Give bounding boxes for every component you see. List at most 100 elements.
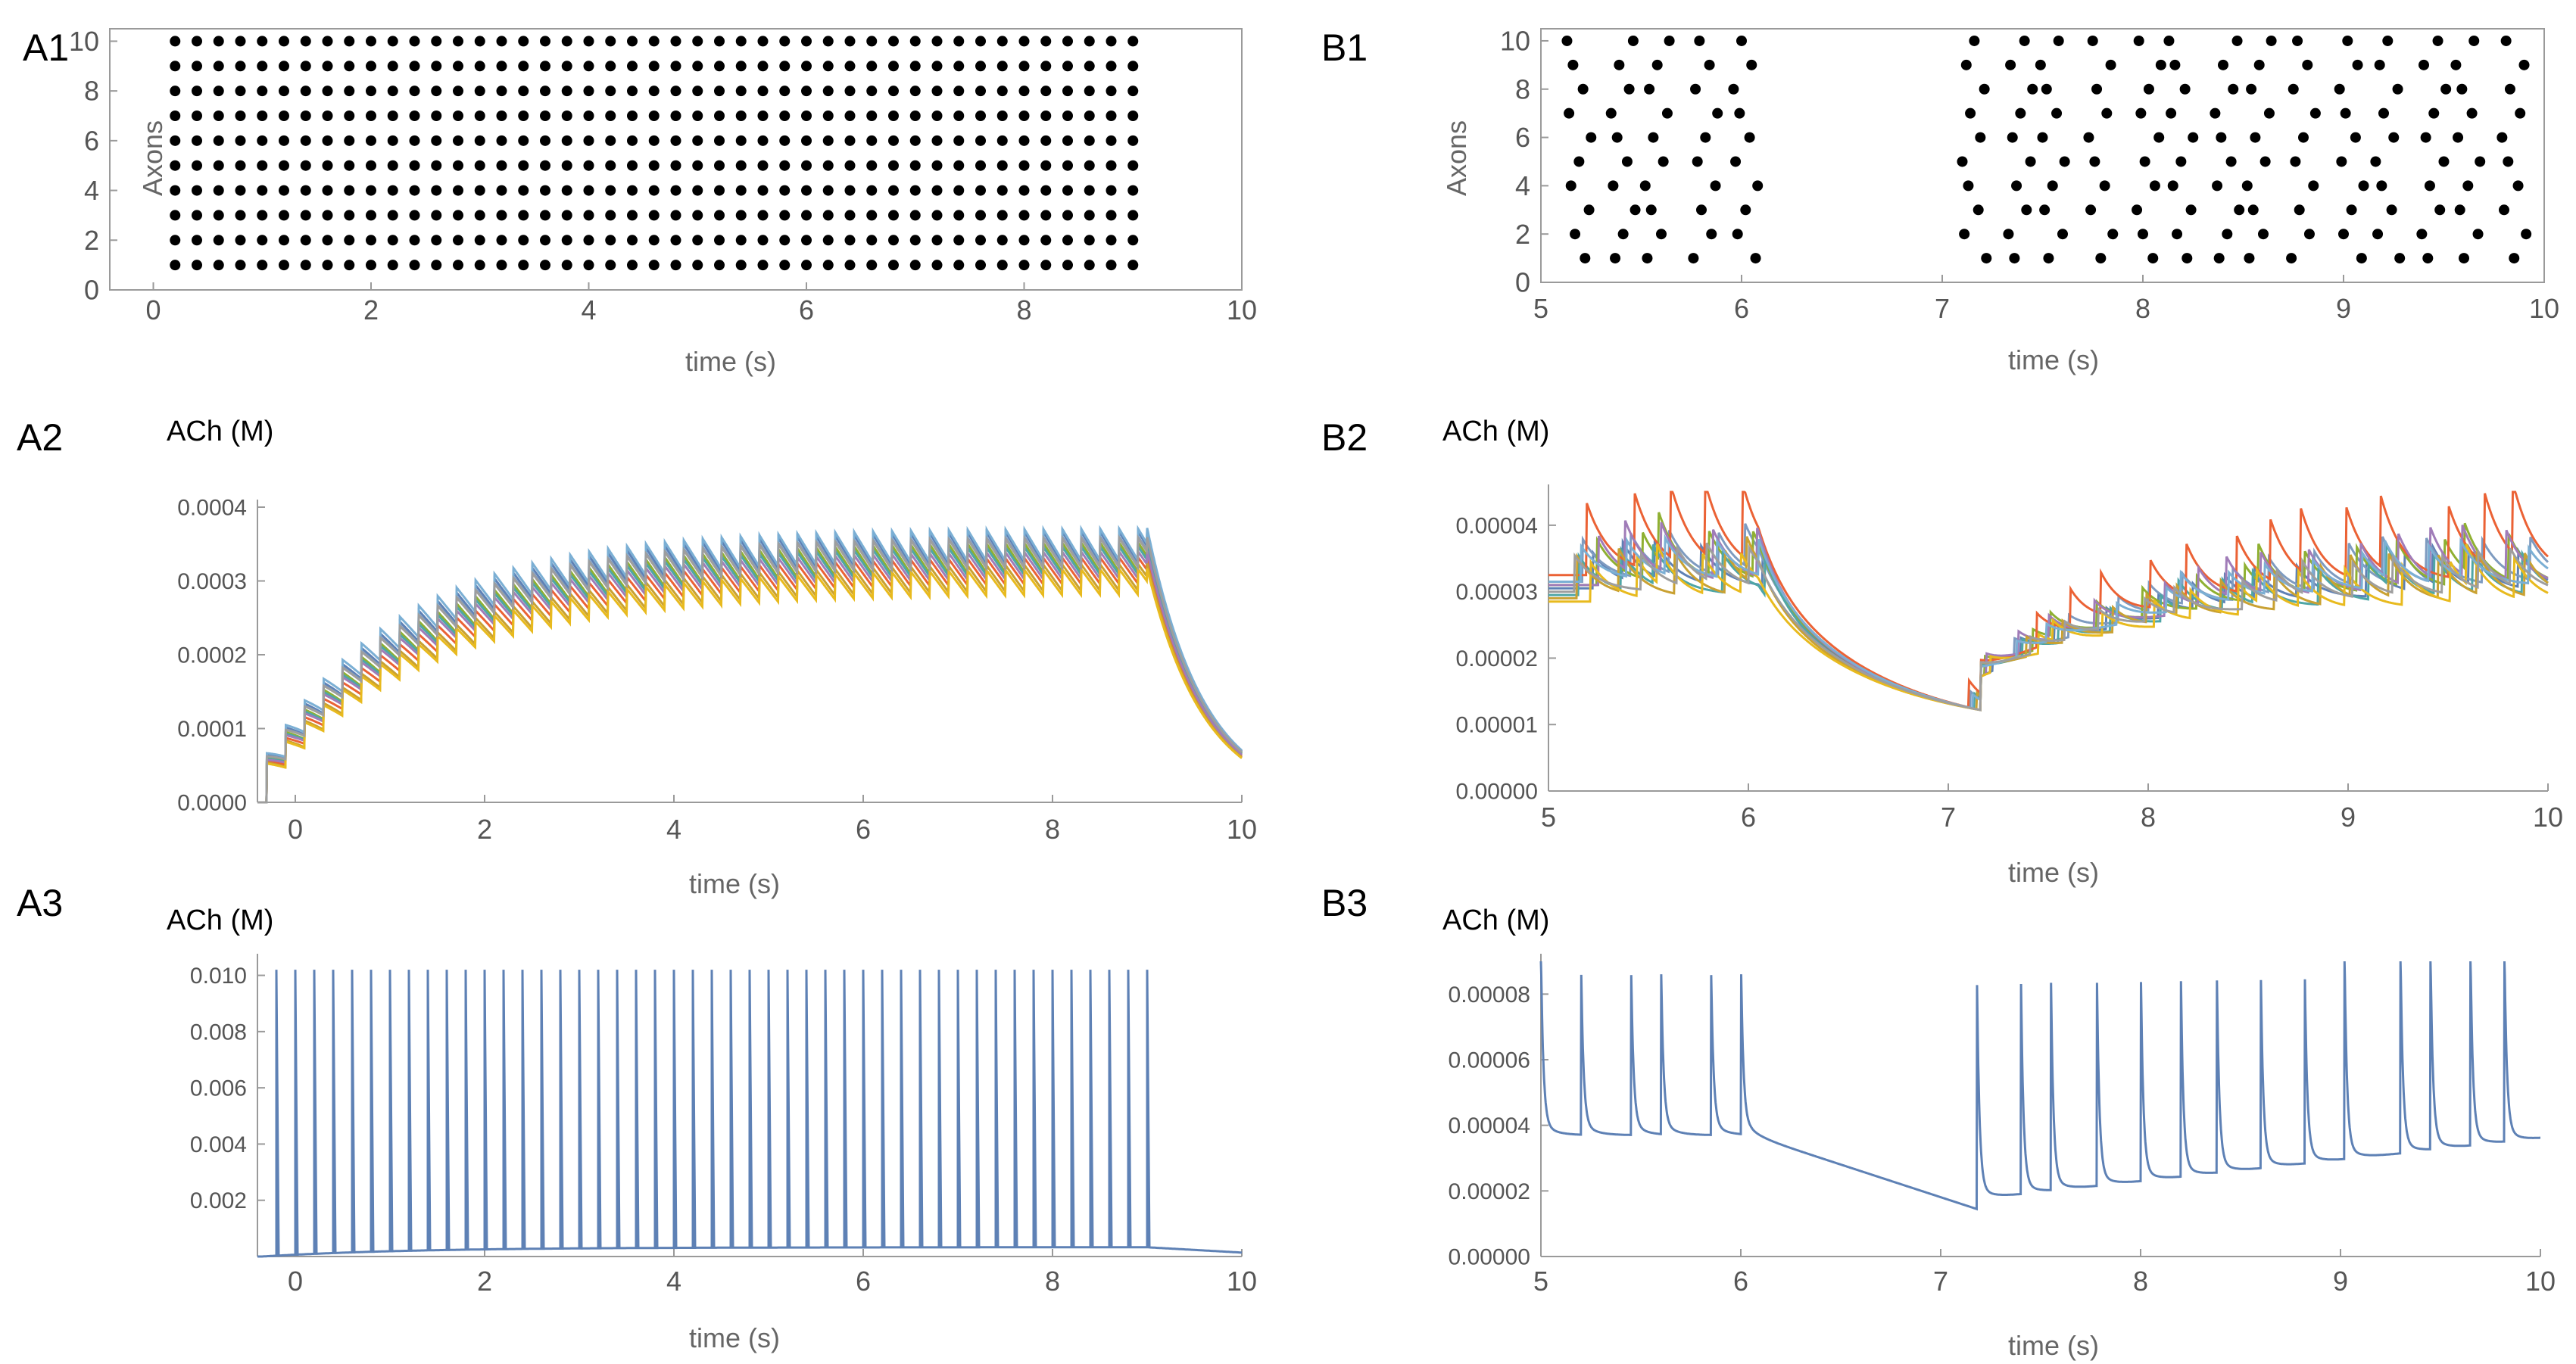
spike-dot: [387, 111, 398, 121]
spike-dot: [561, 36, 572, 47]
spike-dot: [844, 135, 856, 146]
spike-dot: [561, 185, 572, 196]
spike-dot: [2228, 83, 2239, 95]
spike-dot: [322, 235, 333, 246]
series-line: [257, 528, 1243, 804]
spike-dot: [1018, 86, 1030, 97]
y-tick-label: 2: [1515, 219, 1530, 250]
x-tick-label: 8: [2141, 802, 2156, 833]
spike-dot: [344, 135, 355, 146]
spike-dot: [583, 61, 594, 72]
spike-dot: [975, 235, 986, 246]
spike-dot: [2499, 204, 2509, 216]
x-axis-title: time (s): [2008, 1330, 2099, 1361]
spike-dot: [344, 185, 355, 196]
spike-dot: [453, 135, 463, 146]
spike-dot: [583, 260, 594, 271]
spike-dot: [1127, 235, 1139, 246]
spike-dot: [1960, 59, 1972, 70]
spike-dot: [670, 185, 681, 196]
spike-dot: [518, 235, 529, 246]
spike-dot: [822, 135, 834, 146]
spike-dot: [1106, 135, 1117, 146]
spike-dot: [714, 260, 725, 271]
spike-dot: [1106, 210, 1117, 221]
spike-dot: [2163, 35, 2175, 46]
y-tick-label: 0.0004: [177, 496, 247, 521]
spike-dot: [322, 36, 333, 47]
spike-dot: [735, 235, 747, 246]
spike-dot: [453, 86, 463, 97]
y-tick-label: 0.00004: [1449, 1113, 1530, 1138]
spike-dot: [2509, 253, 2520, 264]
spike-dot: [1692, 156, 1703, 167]
spike-dot: [627, 86, 638, 97]
x-tick-label: 8: [1045, 814, 1060, 845]
spike-dot: [300, 235, 311, 246]
spike-dot: [2496, 132, 2508, 143]
panel-b1: B1 5 6 7 8 9 10 0 2 4 6 8 10 time (s) Axons: [1321, 26, 2559, 375]
spike-dot: [1018, 160, 1030, 171]
spike-dot: [2336, 156, 2347, 167]
spike-dot: [453, 160, 463, 171]
spike-dot: [344, 86, 355, 97]
spike-dot: [1965, 107, 1976, 119]
spike-dot: [1106, 185, 1117, 196]
series-line: [257, 542, 1243, 804]
spike-dot: [801, 111, 812, 121]
spike-dot: [300, 210, 311, 221]
spike-dot: [953, 260, 965, 271]
spike-dot: [909, 160, 921, 171]
spike-dot: [2372, 229, 2384, 240]
spike-dot: [1583, 204, 1595, 216]
spike-dot: [257, 111, 268, 121]
spike-dot: [300, 260, 311, 271]
x-tick-label: 5: [1541, 802, 1556, 833]
spike-dot: [366, 36, 376, 47]
spike-dot: [2288, 83, 2299, 95]
spike-dot: [648, 260, 660, 271]
spike-dot: [496, 160, 507, 171]
spike-dot: [1605, 107, 1617, 119]
x-tick-label: 8: [1045, 1266, 1060, 1297]
series-line: [1539, 961, 2540, 1211]
spike-dot: [909, 61, 921, 72]
spike-dot: [344, 260, 355, 271]
x-tick-label: 9: [2341, 802, 2356, 833]
y-axis-title: ACh (M): [1442, 905, 1549, 936]
spike-dot: [822, 36, 834, 47]
spike-dot: [866, 210, 878, 221]
spike-dot: [692, 210, 703, 221]
spike-dot: [474, 36, 485, 47]
spike-dot: [453, 185, 463, 196]
spike-dot: [822, 61, 834, 72]
spike-dot: [2352, 59, 2363, 70]
series-line: [257, 538, 1243, 804]
spike-dot: [474, 61, 485, 72]
spike-dot: [2462, 180, 2474, 192]
spike-dot: [1700, 132, 1711, 143]
spike-dot: [1623, 83, 1635, 95]
x-tick-label: 7: [1933, 1266, 1948, 1297]
spike-dot: [300, 36, 311, 47]
spike-dot: [1062, 210, 1073, 221]
y-tick-label: 0.00003: [1456, 580, 1538, 605]
spike-dot: [975, 260, 986, 271]
y-tick-label: 0: [84, 275, 99, 306]
x-tick-label: 7: [1935, 293, 1950, 324]
spike-dot: [387, 135, 398, 146]
spike-dot: [2179, 83, 2191, 95]
spike-dot: [670, 210, 681, 221]
y-tick-label: 0.00008: [1449, 983, 1530, 1007]
spike-dot: [1728, 83, 1739, 95]
spike-dot: [279, 260, 289, 271]
spike-dot: [714, 160, 725, 171]
spike-dot: [801, 135, 812, 146]
spike-dot: [975, 160, 986, 171]
spike-dot: [844, 61, 856, 72]
spike-dot: [1639, 180, 1651, 192]
spike-dot: [2356, 253, 2367, 264]
spike-dot: [779, 210, 791, 221]
spike-dot: [583, 160, 594, 171]
spike-dot: [453, 260, 463, 271]
